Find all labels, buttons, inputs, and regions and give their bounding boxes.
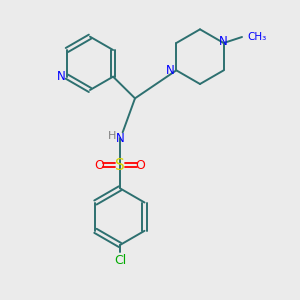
Text: O: O — [136, 158, 146, 172]
Text: CH₃: CH₃ — [247, 32, 266, 42]
Text: N: N — [219, 35, 228, 48]
Text: N: N — [56, 70, 65, 83]
Text: N: N — [116, 132, 124, 145]
Text: H: H — [107, 131, 116, 141]
Text: S: S — [115, 158, 125, 172]
Text: N: N — [166, 64, 175, 77]
Text: Cl: Cl — [114, 254, 126, 266]
Text: O: O — [94, 158, 104, 172]
